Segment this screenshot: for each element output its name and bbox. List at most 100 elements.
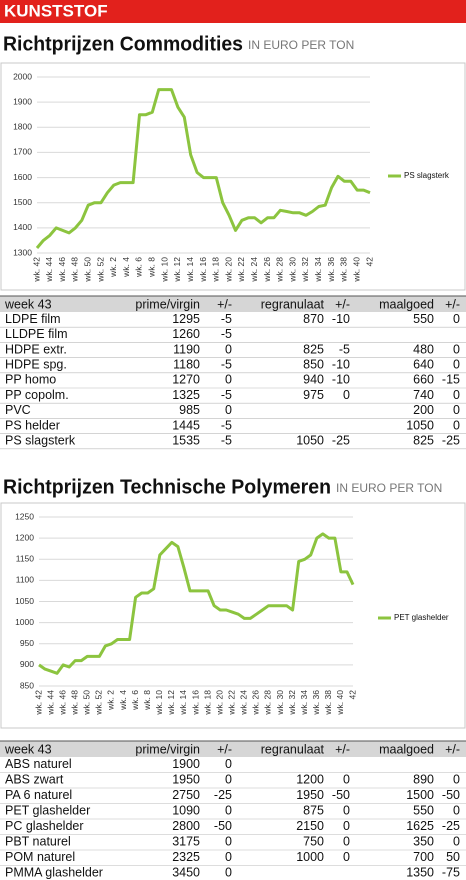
line [38,532,355,675]
x-tick-label: wk. 4 [118,690,128,711]
column-header: regranulaat [261,742,325,756]
column-header: +/- [217,742,232,756]
cell-value: 1200 [296,773,324,787]
x-tick-label: wk. 10 [154,690,164,716]
cell-value: 1500 [406,788,434,802]
cell-value: 1180 [173,357,200,371]
cell-value: 480 [413,342,434,356]
x-tick-label: wk. 20 [223,257,233,283]
x-tick-label: wk. 30 [287,257,297,283]
x-tick-label: 42 [364,257,374,267]
cell-value: 0 [225,403,232,417]
row-label: PC glashelder [5,819,84,833]
table-header-bg [0,741,466,757]
x-tick-label: wk. 48 [70,257,80,283]
x-tick-label: wk. 12 [166,690,176,716]
y-tick-label: 1600 [13,172,32,182]
cell-value: 550 [413,312,434,326]
chart-title: Richtprijzen Commodities [3,33,243,55]
cell-value: 0 [343,388,350,402]
x-tick-label: wk. 8 [147,257,157,278]
x-tick-label: wk. 46 [57,690,67,716]
y-tick-label: 850 [20,680,34,690]
cell-value: -10 [332,312,350,326]
x-tick-label: wk. 48 [69,690,79,716]
cell-value: 2150 [296,819,324,833]
row-label: HDPE extr. [5,342,67,356]
y-tick-label: 1700 [13,147,32,157]
cell-value: 750 [303,835,324,849]
cell-value: -5 [221,327,232,341]
header: KUNSTSTOF [4,1,108,20]
y-tick-label: 950 [20,638,34,648]
chart-frame [0,62,466,291]
cell-value: 0 [225,373,232,387]
column-header: regranulaat [261,297,325,311]
chart-title: Richtprijzen Technische Polymeren [3,476,331,498]
x-tick-label: wk. 6 [134,257,144,278]
cell-value: 1260 [172,327,200,341]
row-label: ABS naturel [5,757,72,771]
cell-value: -5 [221,433,232,447]
cell-value: -5 [221,388,232,402]
x-tick-label: wk. 52 [94,690,104,716]
x-tick-label: wk. 44 [45,690,55,716]
cell-value: -25 [332,433,350,447]
x-tick-label: wk. 50 [82,257,92,283]
cell-value: 0 [453,357,460,371]
line [35,88,371,249]
x-tick-label: wk. 38 [323,690,333,716]
cell-value: 700 [413,850,434,864]
x-tick-label: wk. 2 [106,690,116,711]
cell-value: 640 [413,357,434,371]
row-label: PS helder [5,418,60,432]
cell-value: -5 [221,418,232,432]
row-label: PBT naturel [5,835,71,849]
x-tick-label: wk. 40 [351,257,361,283]
y-tick-label: 900 [20,659,34,669]
cell-value: 1900 [172,757,200,771]
cell-value: 660 [413,373,434,387]
column-header: +/- [217,297,232,311]
cell-value: 0 [225,835,232,849]
cell-value: 0 [453,312,460,326]
cell-value: -50 [214,819,232,833]
x-tick-label: wk. 32 [287,690,297,716]
x-tick-label: wk. 26 [262,257,272,283]
column-header: maalgoed [379,742,434,756]
cell-value: 0 [343,804,350,818]
cell-value: 350 [413,835,434,849]
cell-value: 0 [343,773,350,787]
row-label: ABS zwart [5,773,64,787]
x-tick-label: wk. 20 [214,690,224,716]
x-tick-label: wk. 2 [108,257,118,278]
y-tick-label: 1900 [13,96,32,106]
y-tick-label: 1150 [16,554,35,564]
x-tick-label: wk. 16 [190,690,200,716]
x-tick-label: wk. 18 [211,257,221,283]
cell-value: 740 [413,388,434,402]
cell-value: 1270 [172,373,200,387]
cell-value: -10 [332,357,350,371]
cell-value: 875 [303,804,324,818]
x-tick-label: wk. 40 [335,690,345,716]
cell-value: 0 [453,342,460,356]
cell-value: 1350 [406,866,434,880]
cell-value: 0 [225,850,232,864]
x-tick-label: wk. 50 [82,690,92,716]
cell-value: 1000 [296,850,324,864]
header-bar [0,0,466,23]
x-tick-label: wk. 28 [263,690,273,716]
cell-value: 0 [453,388,460,402]
cell-value: 1445 [172,418,200,432]
x-tick-label: wk. 52 [95,257,105,283]
x-tick-label: wk. 22 [236,257,246,283]
cell-value: 1295 [172,312,200,326]
row-label: PP homo [5,373,56,387]
x-tick-label: wk. 24 [239,690,249,716]
x-tick-label: wk. 32 [300,257,310,283]
cell-value: 0 [225,773,232,787]
row-label: PP copolm. [5,388,69,402]
x-tick-label: wk. 30 [275,690,285,716]
